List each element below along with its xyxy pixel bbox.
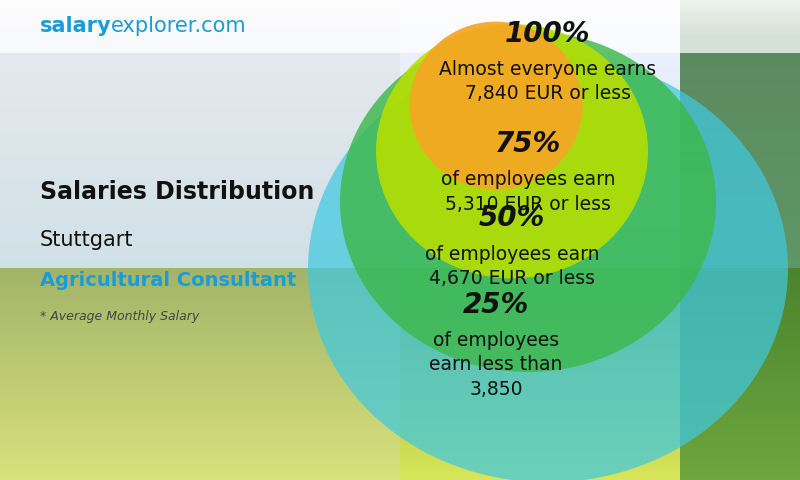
Bar [0, 0, 800, 53]
Text: 25%: 25% [463, 291, 529, 319]
Text: * Average Monthly Salary: * Average Monthly Salary [40, 310, 199, 324]
Ellipse shape [376, 24, 648, 278]
Text: Agricultural Consultant: Agricultural Consultant [40, 271, 296, 290]
Text: of employees
earn less than
3,850: of employees earn less than 3,850 [430, 331, 562, 399]
Text: Stuttgart: Stuttgart [40, 230, 134, 250]
Ellipse shape [410, 22, 582, 190]
Text: 100%: 100% [506, 20, 590, 48]
Text: of employees earn
5,310 EUR or less: of employees earn 5,310 EUR or less [441, 170, 615, 214]
Text: salary: salary [40, 16, 112, 36]
Text: Salaries Distribution: Salaries Distribution [40, 180, 314, 204]
Text: 75%: 75% [495, 130, 561, 158]
Text: Almost everyone earns
7,840 EUR or less: Almost everyone earns 7,840 EUR or less [439, 60, 657, 103]
Ellipse shape [340, 31, 716, 372]
Text: 50%: 50% [479, 204, 545, 232]
Ellipse shape [308, 55, 788, 480]
Text: explorer.com: explorer.com [110, 16, 246, 36]
Text: of employees earn
4,670 EUR or less: of employees earn 4,670 EUR or less [425, 245, 599, 288]
